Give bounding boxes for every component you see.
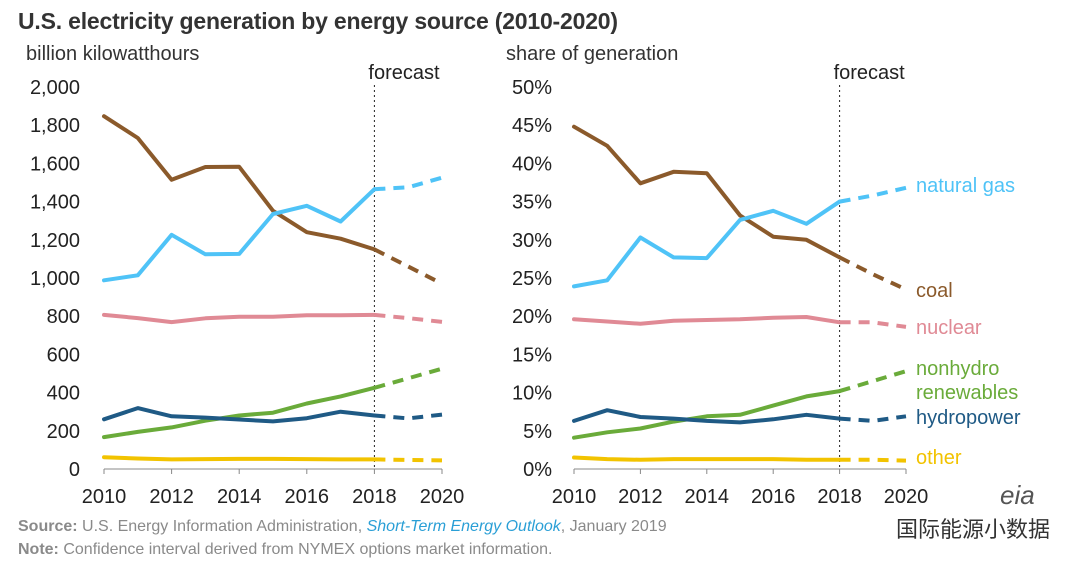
x-tick-label: 2010 <box>552 486 597 508</box>
series-forecast-coal <box>373 247 443 286</box>
forecast-label: forecast <box>834 62 906 84</box>
y-tick-label: 0 <box>69 459 80 481</box>
y-tick-label: 600 <box>47 344 80 366</box>
series-label-nonhydro-renewables: nonhydro <box>916 358 999 380</box>
y-tick-label: 0% <box>523 459 552 481</box>
series-line-nuclear <box>102 312 377 325</box>
source-publication: Short-Term Energy Outlook <box>366 518 561 535</box>
x-tick-label: 2012 <box>149 486 194 508</box>
series-forecast-nuclear <box>839 320 907 329</box>
series-forecast-coal <box>838 255 907 292</box>
y-tick-label: 2,000 <box>30 77 80 99</box>
y-tick-label: 1,200 <box>30 230 80 252</box>
y-tick-label: 20% <box>512 306 552 328</box>
series-line-natural-gas <box>102 187 377 283</box>
y-tick-label: 40% <box>512 153 552 175</box>
y-tick-label: 25% <box>512 268 552 290</box>
series-forecast-other <box>839 457 907 463</box>
note-line: Note: Confidence interval derived from N… <box>18 541 552 559</box>
x-tick-label: 2018 <box>817 486 862 508</box>
x-tick-label: 2016 <box>751 486 796 508</box>
source-line: Source: U.S. Energy Information Administ… <box>18 518 667 536</box>
series-forecast-nuclear <box>374 312 443 324</box>
chart-title: U.S. electricity generation by energy so… <box>18 8 618 34</box>
forecast-label: forecast <box>368 62 440 84</box>
series-line-hydropower <box>102 406 377 424</box>
note-text: Confidence interval derived from NYMEX o… <box>58 541 553 558</box>
y-tick-label: 800 <box>47 306 80 328</box>
series-line-other <box>572 455 842 462</box>
y-tick-label: 1,800 <box>30 115 80 137</box>
y-axis-label: billion kilowatthours <box>26 43 199 65</box>
series-line-nonhydro-renewables <box>572 389 842 440</box>
series-line-coal <box>102 114 377 252</box>
series-label-nonhydro-renewables: renewables <box>916 382 1018 404</box>
source-text: U.S. Energy Information Administration, <box>77 518 367 535</box>
source-date: , January 2019 <box>560 518 667 535</box>
y-tick-label: 400 <box>47 383 80 405</box>
x-tick-label: 2016 <box>285 486 330 508</box>
y-tick-label: 1,400 <box>30 192 80 214</box>
y-tick-label: 200 <box>47 421 80 443</box>
x-tick-label: 2014 <box>217 486 262 508</box>
y-tick-label: 50% <box>512 77 552 99</box>
series-forecast-hydropower <box>839 414 907 423</box>
series-forecast-hydropower <box>374 412 443 421</box>
y-tick-label: 45% <box>512 115 552 137</box>
y-tick-label: 35% <box>512 192 552 214</box>
series-label-other: other <box>916 447 962 469</box>
watermark-text: 国际能源小数据 <box>895 518 1050 543</box>
y-tick-label: 10% <box>512 383 552 405</box>
series-label-hydropower: hydropower <box>916 407 1021 429</box>
series-line-other <box>102 455 377 462</box>
x-tick-label: 2018 <box>352 486 397 508</box>
series-forecast-nonhydro-renewables <box>373 366 443 390</box>
series-forecast-natural-gas <box>839 185 907 204</box>
series-line-nonhydro-renewables <box>102 385 377 440</box>
series-line-coal <box>572 124 842 260</box>
series-label-nuclear: nuclear <box>916 317 982 339</box>
eia-logo: eia <box>1000 480 1035 510</box>
y-tick-label: 30% <box>512 230 552 252</box>
x-tick-label: 2014 <box>685 486 730 508</box>
series-line-nuclear <box>572 315 842 326</box>
x-tick-label: 2020 <box>884 486 929 508</box>
series-line-hydropower <box>572 408 842 425</box>
series-forecast-nonhydro-renewables <box>839 369 907 394</box>
y-axis-label: share of generation <box>506 43 678 65</box>
y-tick-label: 15% <box>512 344 552 366</box>
note-label: Note: <box>18 541 59 558</box>
series-label-coal: coal <box>916 280 953 302</box>
x-tick-label: 2010 <box>82 486 127 508</box>
series-forecast-natural-gas <box>374 175 443 192</box>
y-tick-label: 1,600 <box>30 153 80 175</box>
x-tick-label: 2012 <box>618 486 663 508</box>
y-tick-label: 5% <box>523 421 552 443</box>
source-label: Source: <box>18 518 78 535</box>
series-line-natural-gas <box>572 199 842 289</box>
x-tick-label: 2020 <box>420 486 465 508</box>
series-label-natural-gas: natural gas <box>916 175 1015 197</box>
y-tick-label: 1,000 <box>30 268 80 290</box>
series-forecast-other <box>374 457 443 463</box>
